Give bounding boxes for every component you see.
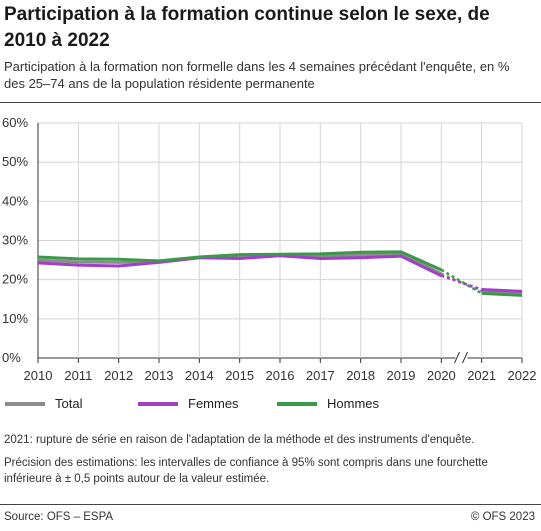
legend-label-femmes: Femmes bbox=[188, 396, 239, 411]
x-tick-label: 2012 bbox=[104, 368, 133, 383]
x-tick-label: 2016 bbox=[266, 368, 295, 383]
header-divider bbox=[0, 102, 541, 103]
x-tick-label: 2010 bbox=[24, 368, 53, 383]
copyright-note: © OFS 2023 bbox=[470, 511, 535, 523]
source-note: Source: OFS – ESPA bbox=[4, 511, 114, 523]
x-tick-label: 2022 bbox=[508, 368, 537, 383]
legend-item-total: Total bbox=[5, 396, 82, 411]
series-break-hommes bbox=[440, 268, 483, 295]
axis-break-mark bbox=[454, 351, 460, 364]
legend-swatch-hommes bbox=[277, 401, 317, 406]
y-tick-label: 30% bbox=[2, 233, 28, 248]
x-tick-label: 2011 bbox=[64, 368, 92, 383]
series-line-femmes-new bbox=[481, 287, 523, 293]
x-tick-label: 2017 bbox=[306, 368, 335, 383]
y-tick-label: 60% bbox=[2, 115, 28, 130]
x-tick-label: 2021 bbox=[467, 368, 496, 383]
y-tick-label: 0% bbox=[2, 350, 21, 365]
note-rupture: 2021: rupture de série en raison de l'ad… bbox=[4, 434, 475, 446]
series-line-femmes bbox=[37, 254, 442, 278]
chart-subtitle: Participation à la formation non formell… bbox=[4, 59, 510, 91]
series-line-hommes bbox=[37, 250, 442, 272]
legend-swatch-femmes bbox=[138, 401, 178, 406]
series-line-total bbox=[37, 252, 442, 276]
y-tick-label: 10% bbox=[2, 311, 28, 326]
y-tick-label: 20% bbox=[2, 272, 28, 287]
x-tick-label: 2018 bbox=[346, 368, 375, 383]
series-break-femmes bbox=[440, 274, 483, 291]
legend-swatch-total bbox=[5, 401, 45, 406]
y-tick-label: 40% bbox=[2, 193, 28, 208]
chart-title: Participation à la formation continue se… bbox=[4, 4, 490, 51]
y-tick-label: 50% bbox=[2, 154, 28, 169]
line-chart: 0% 10% 20% 30% 40% 50% 60% 2010 2011 2012 2013 2014… bbox=[2, 115, 537, 383]
legend-item-hommes: Hommes bbox=[277, 396, 379, 411]
series-break-total bbox=[440, 272, 483, 293]
note-precision: Précision des estimations: les intervall… bbox=[4, 457, 488, 485]
x-tick-label: 2019 bbox=[387, 368, 416, 383]
chart-legend: Total Femmes Hommes bbox=[0, 396, 541, 420]
legend-label-total: Total bbox=[55, 396, 83, 411]
x-tick-label: 2014 bbox=[185, 368, 214, 383]
x-tick-label: 2020 bbox=[427, 368, 456, 383]
series-line-hommes-new bbox=[481, 291, 523, 297]
legend-item-femmes: Femmes bbox=[138, 396, 239, 411]
x-tick-label: 2013 bbox=[145, 368, 174, 383]
series-line-total-new bbox=[481, 289, 523, 295]
axis-break-mark bbox=[462, 351, 468, 364]
legend-label-hommes: Hommes bbox=[327, 396, 380, 411]
footer-divider bbox=[0, 504, 541, 505]
x-tick-label: 2015 bbox=[225, 368, 254, 383]
